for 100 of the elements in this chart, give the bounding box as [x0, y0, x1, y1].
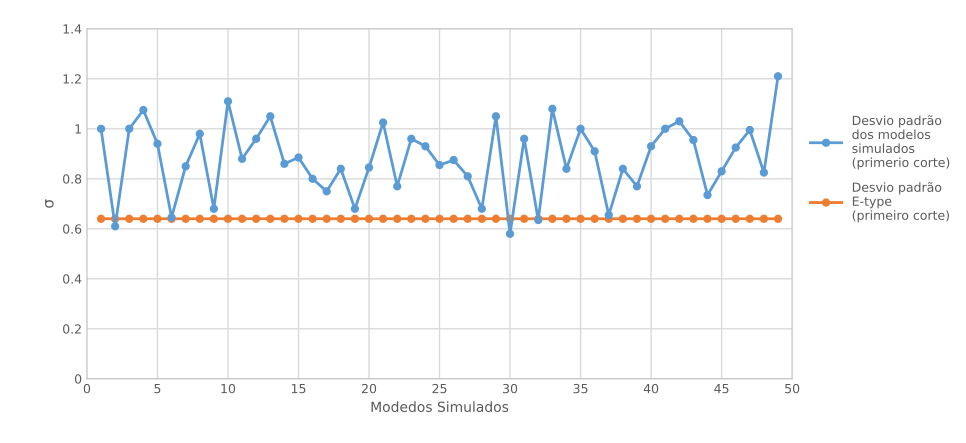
y-tick-label: 0.8 [63, 174, 82, 184]
point [350, 214, 360, 223]
y-tick-label: 1.4 [64, 24, 82, 34]
point [308, 174, 317, 183]
point [393, 182, 402, 190]
y-axis-title: σ [45, 199, 54, 208]
point [210, 204, 218, 213]
point [224, 97, 232, 106]
point [378, 214, 388, 223]
point [675, 117, 684, 126]
point [96, 124, 106, 133]
point [732, 143, 740, 152]
x-tick-label: 45 [714, 384, 728, 394]
x-tick-label: 15 [292, 384, 306, 394]
x-tick-label: 40 [644, 384, 658, 394]
point [336, 164, 345, 173]
point [675, 214, 684, 223]
point [632, 214, 642, 223]
point [562, 164, 571, 173]
point [280, 214, 289, 223]
legend-label: Desvio padrão dos modelos simulados (primerio corte) [852, 115, 950, 170]
y-tick-label: 0.4 [63, 274, 82, 284]
point [153, 140, 162, 148]
point [732, 214, 740, 223]
point [774, 214, 782, 223]
point [478, 204, 486, 213]
point [125, 214, 134, 223]
point [210, 214, 218, 223]
point [689, 136, 698, 144]
point [294, 153, 303, 162]
x-tick-label: 20 [362, 384, 376, 394]
point [435, 214, 444, 223]
point [506, 230, 514, 238]
point [760, 168, 768, 177]
point [378, 118, 388, 127]
y-tick-label: 1 [76, 124, 81, 134]
point [478, 214, 486, 223]
point [153, 214, 162, 223]
point [435, 160, 444, 170]
point [393, 214, 402, 223]
point [760, 214, 768, 223]
point [464, 172, 472, 180]
point [421, 214, 430, 223]
point [646, 142, 656, 150]
point [280, 160, 289, 168]
point [252, 214, 260, 223]
point [689, 214, 698, 223]
point [336, 214, 345, 223]
point [238, 154, 246, 163]
point [774, 72, 782, 80]
point [196, 214, 204, 223]
point [520, 134, 528, 143]
point [548, 104, 557, 113]
x-tick-label: 5 [154, 384, 160, 394]
point [322, 214, 331, 223]
point [618, 214, 628, 223]
point [266, 214, 274, 223]
point [618, 164, 628, 173]
point [576, 214, 585, 223]
point [364, 214, 374, 223]
point [703, 214, 712, 223]
point [604, 210, 613, 220]
point [492, 112, 500, 120]
x-tick-label: 0 [84, 384, 90, 394]
x-axis-title: Modedos Simulados [372, 401, 508, 412]
x-tick-label: 25 [432, 384, 446, 394]
point [464, 214, 472, 223]
point [717, 167, 726, 176]
y-tick-label: 0.2 [63, 324, 81, 334]
point [492, 214, 500, 223]
point [182, 214, 190, 223]
point [717, 214, 726, 223]
point [407, 214, 416, 223]
point [252, 134, 260, 143]
y-tick-label: 0 [74, 374, 82, 384]
point [449, 156, 458, 164]
point [520, 214, 528, 223]
point [182, 162, 190, 170]
point [139, 106, 148, 114]
point [364, 163, 374, 172]
point [238, 214, 246, 223]
point [703, 190, 712, 200]
point [308, 214, 317, 223]
point [421, 142, 430, 150]
point [590, 214, 599, 223]
point [661, 214, 670, 223]
point [110, 222, 120, 230]
point [96, 214, 106, 223]
point [266, 112, 274, 120]
point [407, 134, 416, 143]
point [196, 130, 204, 138]
point [562, 214, 571, 223]
point [449, 214, 458, 223]
x-tick-label: 35 [574, 384, 588, 394]
point [322, 187, 331, 196]
point [746, 214, 754, 223]
point [548, 214, 557, 223]
point [350, 204, 360, 213]
point [139, 214, 148, 223]
x-tick-label: 50 [785, 384, 800, 394]
